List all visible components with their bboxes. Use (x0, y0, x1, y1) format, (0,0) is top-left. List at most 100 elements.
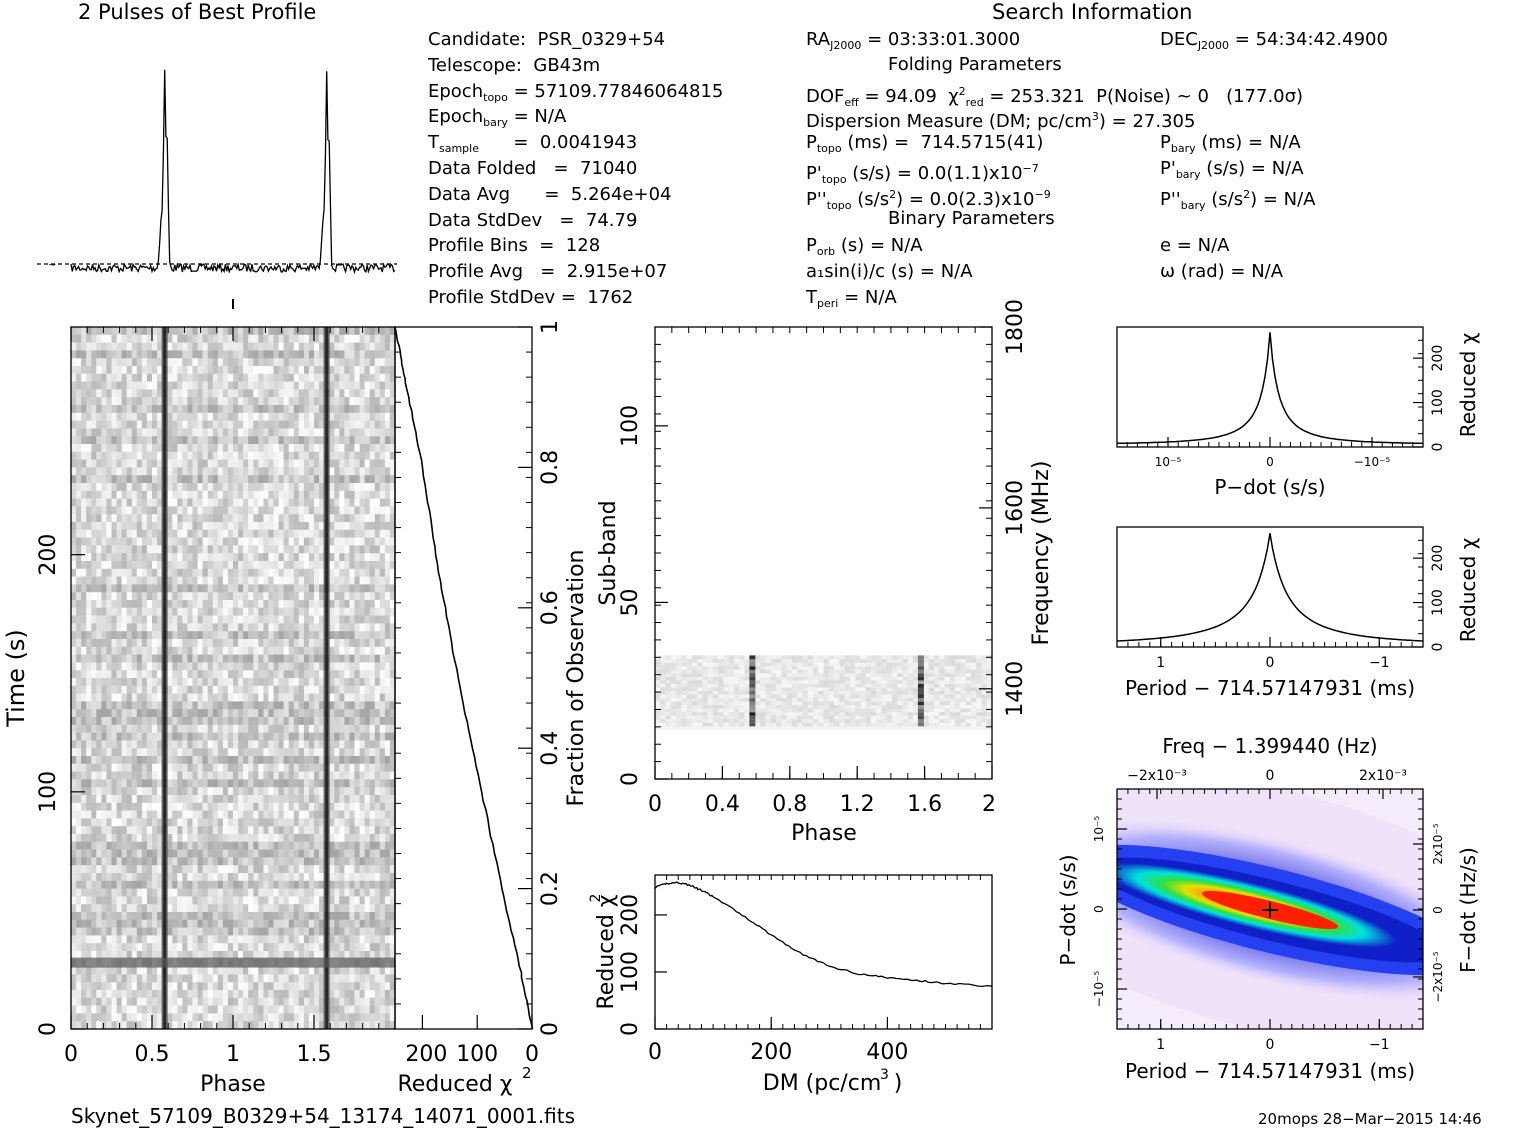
tick-label: 200 (1430, 545, 1446, 572)
tick-label: 2 (982, 792, 996, 817)
axis-title: P−dot (s/s) (1056, 854, 1080, 965)
pulse-subband-mark (749, 666, 756, 670)
info-line: Ptopo (ms) = 714.5715(41) (806, 132, 1044, 156)
info-line: Dispersion Measure (DM; pc/cm3) = 27.305 (806, 110, 1196, 133)
info-line: Pbary (ms) = N/A (1160, 132, 1301, 156)
pulse-subband-mark (749, 711, 756, 716)
axis-title: Phase (200, 1072, 266, 1097)
tick-label: 2x10⁻⁵ (1431, 823, 1445, 864)
chart-title: Freq − 1.399440 (Hz) (1162, 734, 1377, 758)
tick-label: 100 (1430, 589, 1446, 616)
axis-title: Period − 714.57147931 (ms) (1125, 1059, 1415, 1083)
tick-label: 0 (1266, 768, 1275, 784)
tick-label: 0 (618, 1022, 643, 1036)
info-line: P'bary (s/s) = N/A (1160, 158, 1304, 181)
pulse-subband-mark (749, 658, 756, 663)
tick-label: 100 (456, 1042, 498, 1067)
pdot-panel (1116, 326, 1424, 448)
info-line: Tperi = N/A (806, 287, 897, 310)
pulse-subband-mark (749, 722, 756, 727)
info-line: Telescope: GB43m (428, 54, 601, 76)
tick-label: 0.4 (538, 731, 563, 766)
info-line: ω (rad) = N/A (1160, 261, 1284, 283)
pulse-subband-mark (917, 715, 924, 720)
tick-label: 100 (1430, 389, 1446, 416)
tick-label: 200 (405, 1042, 447, 1067)
axis-title-sup: 3 (880, 1067, 889, 1083)
info-line: Data Folded = 71040 (428, 158, 638, 179)
tick-label: 1600 (1003, 480, 1028, 536)
period-curve-line (1116, 533, 1424, 642)
tick-label: 200 (36, 534, 61, 576)
svg-text:~: ~ (48, 260, 56, 271)
axis-title: F−dot (Hz/s) (1456, 847, 1480, 973)
tick-label: 10⁻⁵ (1155, 455, 1182, 469)
axis-title: Phase (791, 821, 857, 846)
filename-label: Skynet_57109_B0329+54_13174_14071_0001.f… (71, 1104, 576, 1128)
chi2-time-panel (394, 326, 534, 1030)
pulse-track-core (163, 327, 166, 1029)
pulse-subband-mark (917, 666, 924, 670)
pulse-track-core (325, 327, 328, 1029)
axis-title: P−dot (s/s) (1214, 475, 1325, 499)
search-info-title: Search Information (992, 0, 1193, 24)
pulse-subband-mark (749, 687, 756, 692)
pulse-subband-mark (917, 662, 924, 667)
pulse-subband-mark (917, 658, 924, 663)
pulse-subband-mark (749, 673, 756, 677)
pulse-subband-mark (749, 697, 756, 702)
info-line: Profile Bins = 128 (428, 235, 601, 257)
binary-params-title: Binary Parameters (888, 208, 1055, 229)
tick-label: −1 (1369, 1037, 1390, 1053)
pulse-subband-mark (749, 718, 756, 723)
axis-title: ) (894, 1071, 903, 1096)
tick-label: 100 (618, 405, 643, 447)
pulse-subband-mark (917, 711, 924, 716)
pulse-subband-mark (749, 708, 756, 713)
pulse-subband-mark (917, 694, 924, 699)
tick-label: 1400 (1003, 661, 1028, 717)
tick-label: 1 (538, 320, 563, 334)
folding-params-title: Folding Parameters (888, 54, 1062, 75)
pulse-subband-mark (917, 690, 924, 695)
tick-label: −1 (1369, 655, 1390, 671)
axis-title-sup: 2 (522, 1064, 532, 1082)
tick-label: 100 (36, 771, 61, 813)
pulse-subband-mark (749, 704, 756, 709)
tick-label: 0 (1092, 905, 1106, 913)
pulse-subband-mark (917, 655, 924, 660)
info-line: P'topo (s/s) = 0.0(1.1)x10−7 (806, 162, 1039, 186)
tick-label: 0 (538, 1022, 563, 1036)
pulse-subband-mark (917, 683, 924, 688)
pulse-subband-mark (917, 687, 924, 692)
axis-title: Reduced χ (594, 894, 619, 1009)
pulse-subband-mark (917, 673, 924, 677)
info-line: RAJ2000 = 03:33:01.3000 (806, 29, 1021, 52)
tick-label: 1.2 (840, 792, 875, 817)
tick-label: 0 (64, 1042, 78, 1067)
info-line: a₁sin(i)/c (s) = N/A (806, 261, 973, 283)
timestamp-label: 20mops 28−Mar−2015 14:46 (1258, 1110, 1482, 1128)
info-line: DECJ2000 = 54:34:42.4900 (1160, 29, 1388, 52)
pulse-subband-mark (749, 669, 756, 674)
subband-panel (654, 326, 993, 780)
tick-label: −2x10⁻³ (1127, 768, 1187, 784)
tick-label: 200 (618, 894, 643, 936)
axis-title: Period − 714.57147931 (ms) (1125, 676, 1415, 700)
tick-label: 0.2 (538, 871, 563, 906)
pulse-subband-mark (749, 676, 756, 681)
info-line: Epochtopo = 57109.77846064815 (428, 80, 724, 104)
profile-panel: ~ (37, 69, 397, 309)
profile-title: 2 Pulses of Best Profile (78, 0, 317, 24)
tick-label: 1 (1156, 1037, 1165, 1053)
dm-curve-line (654, 881, 993, 988)
tick-label: −2x10⁻⁵ (1431, 951, 1445, 1002)
info-line: Data Avg = 5.264e+04 (428, 183, 672, 205)
tick-label: 200 (750, 1040, 792, 1065)
info-line: DOFeff = 94.09 χ2red = 253.321 P(Noise) … (806, 84, 1304, 109)
axis-title: Fraction of Observation (564, 550, 589, 807)
tick-label: 0 (36, 1022, 61, 1036)
pulse-subband-mark (749, 690, 756, 695)
pulse-subband-mark (749, 655, 756, 660)
pulse-subband-mark (749, 694, 756, 699)
